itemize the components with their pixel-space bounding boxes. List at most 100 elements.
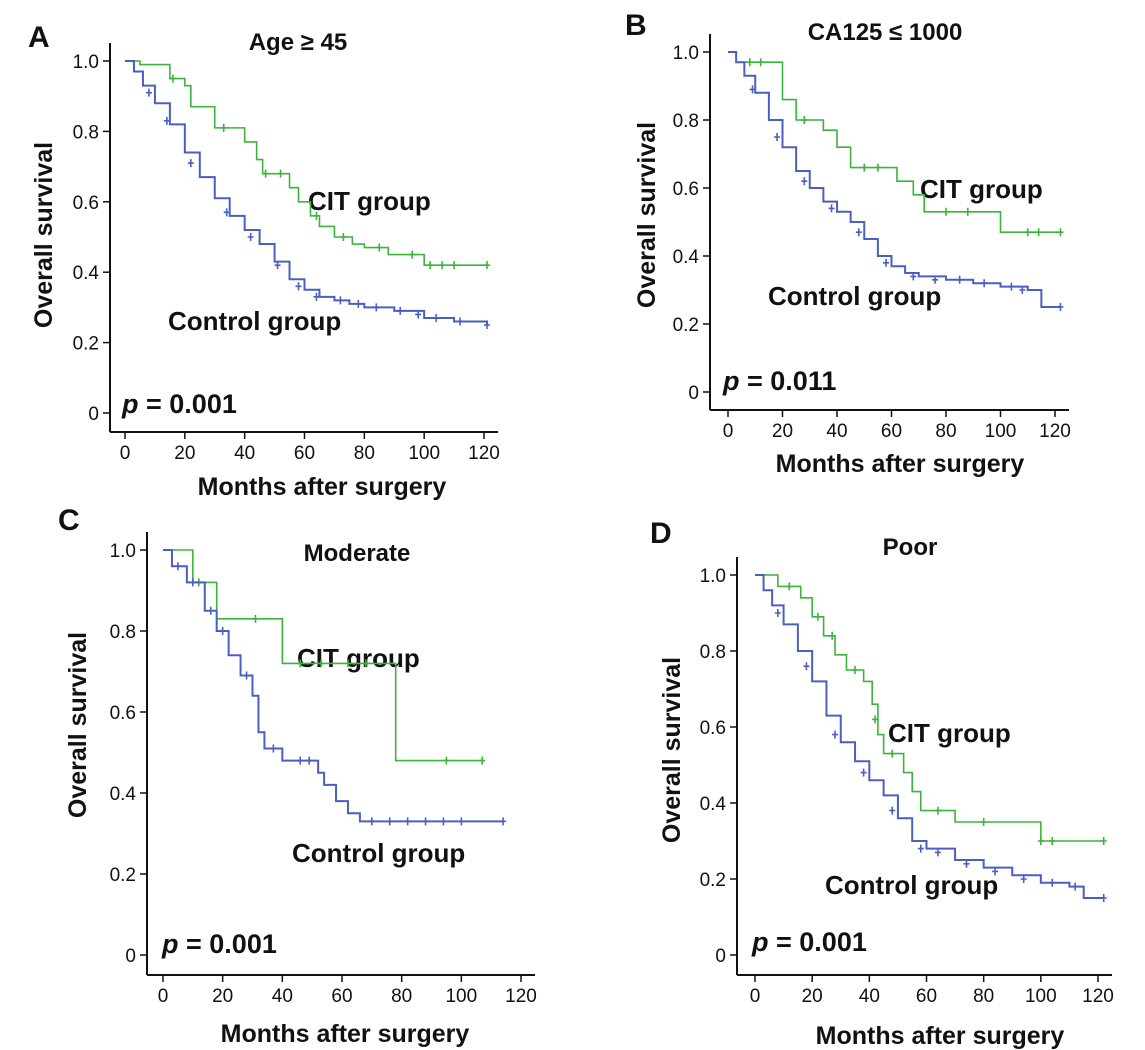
y-tick-label-d: 0.8 [700, 642, 726, 663]
censor-mark-cit-a [483, 261, 490, 270]
y-tick-label-a: 0.8 [73, 122, 99, 143]
censor-mark-cit-a [220, 123, 227, 132]
y-tick-label-d: 0 [715, 946, 726, 967]
censor-mark-control-c [368, 817, 375, 826]
x-tick-label-c: 80 [391, 986, 412, 1007]
x-tick-label-d: 80 [973, 986, 994, 1007]
censor-mark-control-d [963, 859, 970, 868]
censor-mark-cit-a [340, 233, 347, 241]
x-tick-label-c: 100 [445, 986, 477, 1007]
x-tick-label-b: 120 [1039, 421, 1071, 442]
y-tick-label-d: 1.0 [700, 566, 726, 587]
plot-area-a: 0 20 40 60 80 100 120 0 0.2 0.4 0.6 0.8 1.0 [73, 43, 500, 464]
censor-mark-cit-c [318, 659, 325, 668]
plot-area-c: 0 20 40 60 80 100 120 0 0.2 0.4 0.6 0.8 1.0 [110, 532, 537, 1007]
y-tick-label-b: 0.6 [673, 179, 699, 200]
chart-title-b: CA125 ≤ 1000 [808, 19, 963, 46]
censor-mark-cit-a [451, 261, 458, 270]
censor-mark-cit-d [934, 806, 941, 815]
y-tick-label-b: 0 [688, 383, 699, 404]
censor-mark-control-b [774, 133, 781, 141]
survival-curve-control-d [755, 574, 1104, 899]
y-tick-label-a: 0 [88, 404, 99, 425]
censor-mark-cit-a [439, 261, 446, 270]
y-tick-label-c: 0 [125, 946, 136, 967]
y-tick-label-c: 0.6 [110, 703, 136, 724]
censor-mark-control-d [1049, 878, 1056, 887]
x-tick-label-d: 120 [1082, 986, 1114, 1007]
censor-mark-control-c [422, 817, 429, 826]
censor-mark-control-d [1100, 894, 1107, 902]
x-axis-label-a: Months after surgery [198, 473, 447, 501]
y-axis-label-b: Overall survival [633, 122, 661, 308]
y-axis-label-a: Overall survival [30, 142, 58, 328]
series-label-cit-d: CIT group [888, 718, 1011, 748]
censor-mark-cit-b [1024, 228, 1031, 237]
censor-mark-control-d [992, 867, 999, 876]
x-tick-label-a: 120 [468, 443, 500, 464]
panel-letter-b: B [625, 9, 647, 42]
y-tick-label-c: 0.2 [110, 865, 136, 886]
chart-title-d: Poor [883, 534, 938, 561]
y-tick-label-c: 0.4 [110, 784, 137, 805]
series-label-cit-a: CIT group [308, 186, 431, 216]
x-tick-label-a: 0 [120, 443, 131, 464]
censor-mark-control-d [860, 768, 867, 777]
y-axis-label-d: Overall survival [658, 657, 686, 843]
x-tick-label-a: 60 [294, 443, 315, 464]
x-axis-label-b: Months after surgery [776, 450, 1025, 478]
censor-mark-control-d [1020, 875, 1027, 883]
censor-mark-control-c [219, 627, 226, 635]
censor-mark-cit-a [409, 250, 416, 259]
p-value-b: p = 0.011 [722, 366, 836, 396]
censor-mark-control-b [828, 204, 835, 213]
chart-title-c: Moderate [304, 540, 411, 567]
p-value-a: p = 0.001 [121, 389, 237, 419]
censor-mark-control-c [404, 817, 411, 826]
censor-mark-cit-b [757, 58, 764, 67]
censor-mark-control-c [500, 817, 507, 826]
censor-mark-control-a [247, 233, 254, 241]
censor-mark-control-c [306, 756, 313, 765]
survival-curve-control-b [728, 51, 1061, 308]
survival-curve-cit-d [755, 574, 1104, 842]
censor-mark-control-b [749, 85, 756, 94]
censor-mark-cit-d [829, 631, 836, 640]
censor-mark-control-a [433, 313, 440, 322]
censor-mark-control-d [774, 609, 781, 617]
censor-mark-control-b [1057, 303, 1064, 311]
censor-mark-cit-a [262, 169, 269, 178]
y-tick-label-a: 0.2 [73, 334, 99, 355]
x-tick-label-c: 20 [212, 986, 233, 1007]
censor-mark-cit-b [943, 207, 949, 216]
x-tick-label-b: 20 [772, 421, 793, 442]
series-label-control-a: Control group [168, 306, 341, 336]
censor-mark-control-d [1072, 882, 1079, 891]
censor-mark-cit-a [277, 169, 284, 178]
censor-mark-cit-d [852, 666, 859, 674]
censor-mark-control-c [174, 562, 181, 571]
censor-mark-control-c [386, 817, 393, 826]
censor-mark-control-a [397, 306, 404, 315]
panel-b: B CA125 ≤ 1000 Overall survival Months a… [625, 9, 1071, 478]
series-label-control-c: Control group [292, 838, 465, 868]
censor-mark-control-b [883, 258, 890, 267]
y-axis-label-c: Overall survival [64, 632, 92, 818]
p-value-d: p = 0.001 [751, 927, 867, 957]
censor-mark-cit-a [376, 243, 383, 252]
x-tick-label-a: 80 [354, 443, 375, 464]
censor-mark-cit-d [786, 582, 793, 591]
panel-d: D Poor Overall survival Months after sur… [650, 517, 1114, 1050]
censor-mark-control-a [355, 299, 362, 308]
censor-mark-control-a [373, 303, 380, 312]
y-tick-label-d: 0.2 [700, 870, 726, 891]
censor-mark-control-d [832, 730, 839, 739]
censor-mark-control-a [163, 116, 170, 125]
censor-mark-control-c [440, 817, 447, 826]
censor-mark-control-b [801, 177, 808, 186]
censor-mark-control-b [932, 275, 939, 284]
x-tick-label-a: 20 [174, 443, 195, 464]
censor-mark-control-c [458, 817, 465, 826]
p-value-c: p = 0.001 [161, 929, 277, 959]
y-tick-label-c: 0.8 [110, 622, 136, 643]
